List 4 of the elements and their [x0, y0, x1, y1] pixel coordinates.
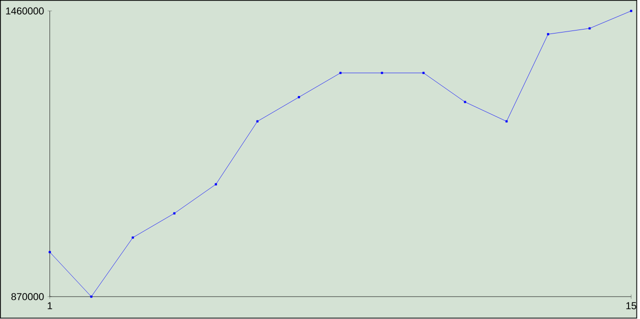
x-tick-label: 1 — [48, 302, 52, 310]
x-tick-label: 15 — [626, 302, 636, 310]
y-tick-label: 870000 — [11, 293, 44, 300]
y-tick-label: 1460000 — [6, 8, 44, 15]
